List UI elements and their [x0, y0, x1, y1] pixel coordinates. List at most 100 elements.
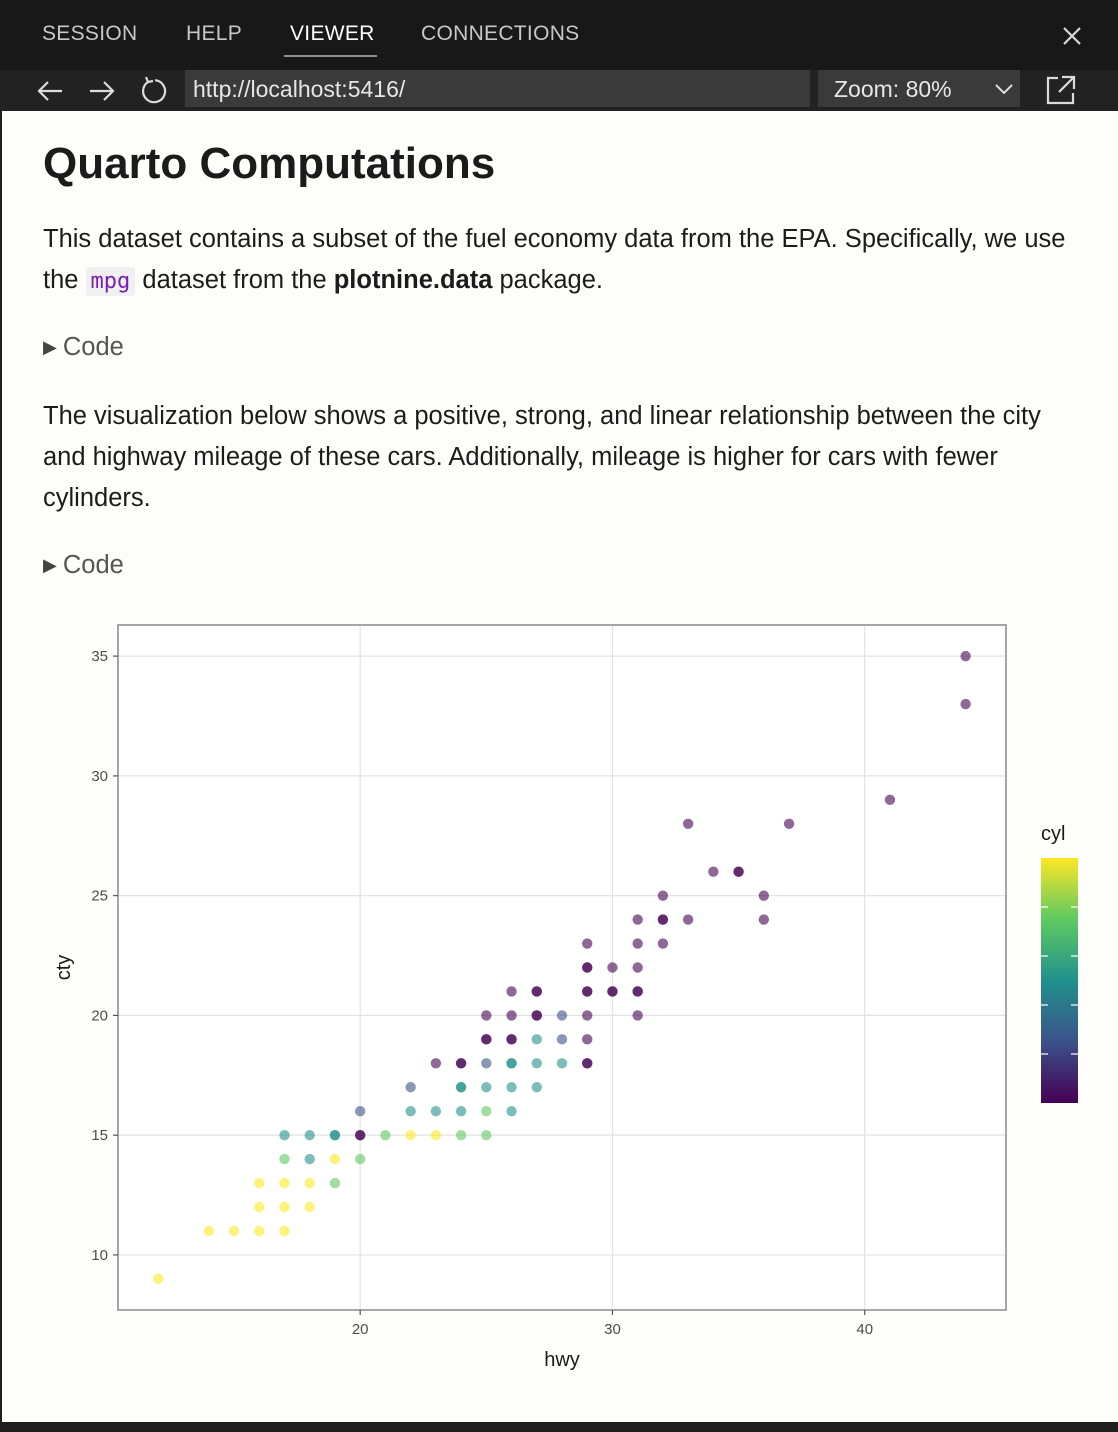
data-point	[783, 818, 795, 829]
back-arrow-icon[interactable]	[33, 74, 67, 108]
data-point	[506, 1106, 517, 1117]
code-toggle-label: Code	[62, 333, 124, 361]
data-point	[279, 1201, 290, 1213]
y-axis-title: cty	[53, 955, 75, 981]
package-name: plotnine.data	[333, 266, 493, 294]
data-point	[657, 890, 669, 901]
x-tick-label: 40	[856, 1321, 873, 1338]
active-tab-indicator	[284, 55, 377, 57]
data-point	[657, 914, 669, 925]
data-point	[582, 1010, 593, 1021]
data-point	[506, 986, 517, 997]
intro-text-a: This dataset contains a subset of the fu…	[43, 225, 1066, 294]
data-point	[758, 890, 770, 901]
data-point	[481, 1129, 492, 1141]
y-tick-label: 20	[91, 1007, 108, 1024]
data-point	[582, 962, 593, 973]
viewer-toolbar: http://localhost:5416/ Zoom: 80%	[0, 70, 1118, 111]
data-point	[960, 698, 971, 710]
data-point	[405, 1106, 416, 1117]
tab-connections[interactable]: CONNECTIONS	[421, 22, 580, 45]
intro-text-c: package.	[492, 266, 603, 294]
code-toggle-label: Code	[62, 551, 124, 579]
disclosure-triangle-icon: ▶	[43, 555, 57, 575]
data-point	[733, 866, 744, 877]
data-point	[354, 1106, 366, 1117]
data-point	[481, 1106, 492, 1117]
data-point	[455, 1058, 467, 1069]
y-tick-label: 25	[91, 888, 108, 905]
color-bar-ticks	[1041, 906, 1078, 1055]
refresh-icon[interactable]	[136, 74, 170, 108]
data-point	[607, 986, 618, 997]
data-point	[758, 914, 770, 925]
data-point	[254, 1177, 265, 1189]
data-point	[304, 1129, 315, 1141]
data-points	[153, 650, 971, 1285]
plot-panel-background	[118, 625, 1006, 1310]
data-point	[228, 1225, 240, 1237]
data-point	[405, 1129, 416, 1141]
url-input[interactable]: http://localhost:5416/	[185, 70, 810, 107]
data-point	[556, 1034, 568, 1045]
data-point	[582, 986, 593, 997]
grid-lines	[118, 625, 1006, 1310]
data-point	[884, 794, 896, 806]
data-point	[254, 1201, 265, 1213]
zoom-label: Zoom: 80%	[834, 76, 952, 102]
data-point	[960, 650, 971, 662]
inline-code-mpg: mpg	[85, 267, 136, 296]
data-point	[682, 914, 694, 925]
data-point	[556, 1010, 568, 1021]
data-point	[304, 1177, 315, 1189]
data-point	[531, 1058, 542, 1069]
code-fold-toggle-1[interactable]: ▶ Code	[43, 333, 124, 362]
page-title: Quarto Computations	[43, 139, 496, 188]
data-point	[632, 962, 643, 973]
data-point	[354, 1129, 366, 1141]
description-paragraph: The visualization below shows a positive…	[43, 402, 1041, 512]
chevron-down-icon	[995, 84, 1013, 95]
data-point	[531, 1010, 542, 1021]
x-tick-label: 20	[352, 1321, 369, 1338]
y-tick-label: 15	[91, 1127, 108, 1144]
scatter-plot: 20 30 40 10 15 20 25 30 35 hwy cty cyl	[53, 624, 1078, 1371]
data-point	[279, 1129, 290, 1141]
forward-arrow-icon[interactable]	[85, 74, 119, 108]
y-tick-label: 35	[91, 648, 108, 665]
data-point	[506, 1034, 517, 1045]
data-point	[582, 1034, 593, 1045]
data-point	[531, 986, 542, 997]
data-point	[682, 818, 694, 829]
data-point	[354, 1153, 366, 1165]
y-tick-label: 30	[91, 768, 108, 785]
data-point	[203, 1225, 215, 1237]
data-point	[279, 1153, 290, 1165]
intro-text-b: dataset from the	[135, 266, 334, 294]
close-icon[interactable]	[1056, 20, 1088, 52]
data-point	[607, 962, 618, 973]
data-point	[556, 1058, 568, 1069]
data-point	[582, 1058, 593, 1069]
tab-viewer[interactable]: VIEWER	[290, 22, 375, 45]
zoom-select[interactable]: Zoom: 80%	[818, 70, 1020, 107]
legend-title: cyl	[1041, 823, 1065, 845]
tab-session[interactable]: SESSION	[42, 22, 138, 45]
open-in-new-window-icon[interactable]	[1044, 73, 1078, 107]
data-point	[506, 1082, 517, 1093]
disclosure-triangle-icon: ▶	[43, 337, 57, 357]
data-point	[632, 986, 643, 997]
data-point	[531, 1082, 542, 1093]
data-point	[430, 1129, 442, 1141]
data-point	[506, 1058, 517, 1069]
data-point	[481, 1082, 492, 1093]
y-tick-label: 10	[91, 1247, 108, 1264]
code-fold-toggle-2[interactable]: ▶ Code	[43, 551, 124, 580]
tab-help[interactable]: HELP	[186, 22, 243, 45]
data-point	[632, 938, 643, 949]
data-point	[329, 1177, 341, 1189]
plot-panel-border	[117, 624, 1007, 1311]
pane-tab-bar: SESSION HELP VIEWER CONNECTIONS	[0, 0, 1118, 70]
data-point	[531, 1034, 542, 1045]
data-point	[153, 1273, 164, 1285]
